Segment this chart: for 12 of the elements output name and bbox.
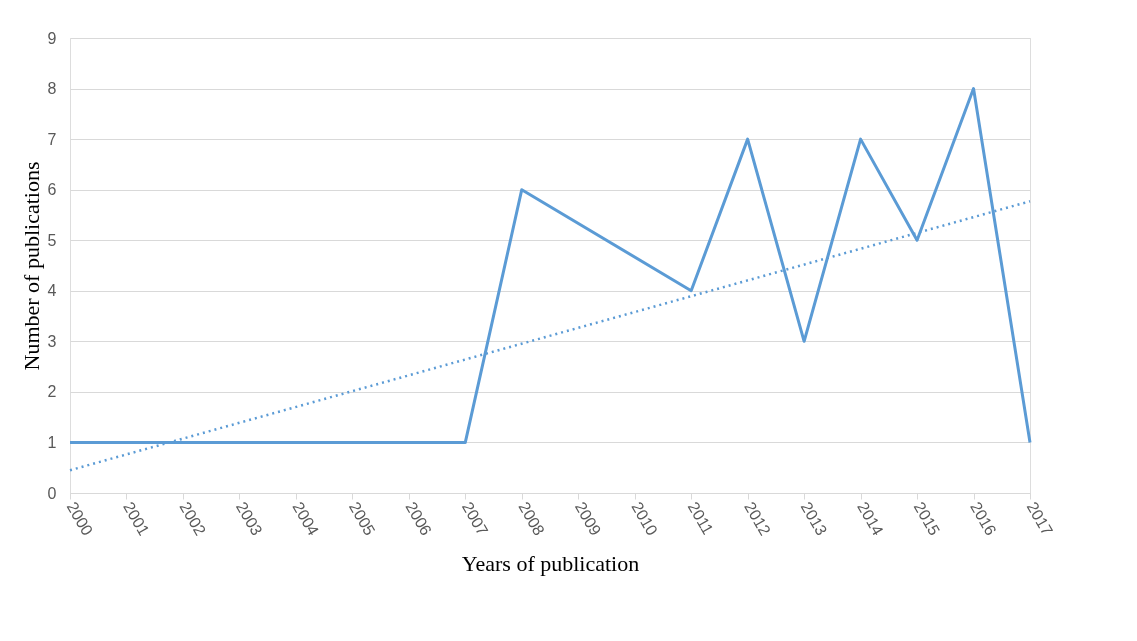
y-tick-label: 7 [47,130,57,148]
y-tick-label: 6 [47,181,57,199]
y-tick-label: 4 [47,282,57,300]
y-tick-label: 3 [47,332,57,350]
y-axis-title: Number of publications [18,161,44,371]
x-axis-title: Years of publication [461,551,640,577]
y-tick-label: 8 [47,80,57,98]
y-tick-label: 9 [47,29,57,47]
y-tick-label: 5 [47,231,57,249]
y-tick-label: 2 [47,383,57,401]
y-tick-label: 0 [47,484,57,502]
y-tick-label: 1 [47,433,57,451]
